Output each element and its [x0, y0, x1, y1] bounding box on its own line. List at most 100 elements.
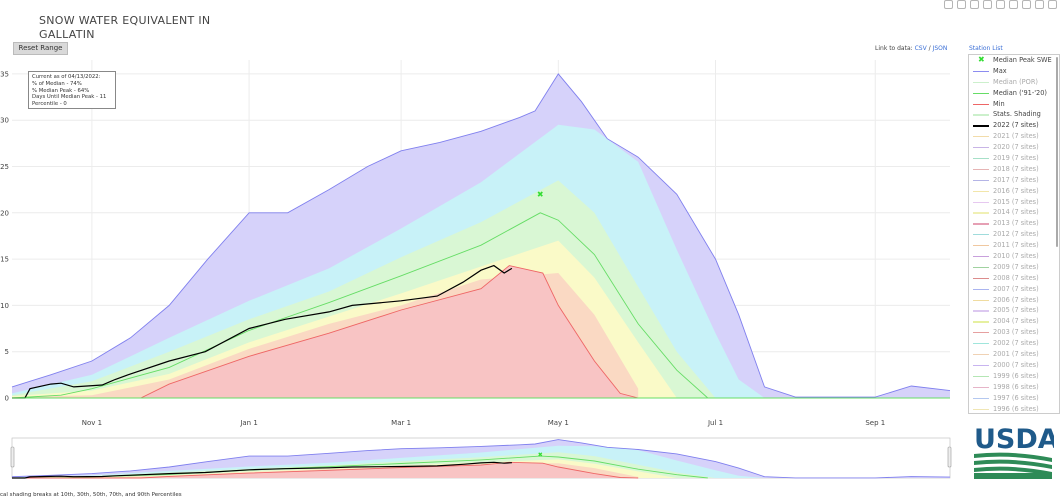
- legend-item[interactable]: 2012 (7 sites): [969, 229, 1059, 240]
- legend-swatch: [973, 277, 989, 279]
- legend-item[interactable]: Max: [969, 66, 1059, 77]
- zoom-in-icon[interactable]: [996, 0, 1005, 9]
- legend-label: 2002 (7 sites): [993, 339, 1039, 348]
- pan-icon[interactable]: [983, 0, 992, 9]
- reset-range-button[interactable]: Reset Range: [13, 42, 68, 55]
- legend-swatch: [973, 81, 989, 83]
- legend-item[interactable]: 2010 (7 sites): [969, 251, 1059, 262]
- legend-item[interactable]: 2014 (7 sites): [969, 207, 1059, 218]
- legend-item[interactable]: 2019 (7 sites): [969, 153, 1059, 164]
- y-tick-label: 0: [5, 395, 9, 403]
- mini-line-max: [11, 439, 951, 479]
- legend-item[interactable]: 1998 (6 sites): [969, 382, 1059, 393]
- info-line-5: Percentile - 0: [32, 101, 67, 108]
- legend-item[interactable]: ✖ Median Peak SWE: [969, 55, 1059, 66]
- zoom-icon[interactable]: [970, 0, 979, 9]
- legend-label: 2018 (7 sites): [993, 164, 1039, 173]
- legend-label: 2009 (7 sites): [993, 262, 1039, 271]
- legend-item[interactable]: Stats. Shading: [969, 109, 1059, 120]
- logo-text: USDA: [974, 424, 1054, 455]
- legend-item[interactable]: 2018 (7 sites): [969, 164, 1059, 175]
- legend-item[interactable]: 2007 (7 sites): [969, 284, 1059, 295]
- legend-label: 2022 (7 sites): [993, 121, 1039, 130]
- legend-item[interactable]: 2015 (7 sites): [969, 197, 1059, 208]
- legend-scrollbar[interactable]: [1056, 57, 1058, 247]
- range-slider-right-handle[interactable]: [947, 446, 952, 468]
- y-axis-ticks: 0 5 10 15 20 25 30 35: [0, 70, 9, 402]
- legend-swatch: [973, 266, 989, 269]
- legend-swatch: [973, 179, 989, 181]
- reset-axes-icon[interactable]: [1035, 0, 1044, 9]
- chart-legend: ✖ Median Peak SWE Max Median (POR) Median ('…: [968, 54, 1060, 414]
- y-tick-label: 15: [0, 256, 9, 264]
- pencil-icon[interactable]: [957, 0, 966, 9]
- legend-swatch: [973, 114, 989, 116]
- legend-item[interactable]: 2009 (7 sites): [969, 262, 1059, 273]
- legend-label: 2010 (7 sites): [993, 252, 1039, 261]
- camera-icon[interactable]: [944, 0, 953, 9]
- legend-label: 1996 (6 sites): [993, 404, 1039, 413]
- legend-item[interactable]: Median (POR): [969, 77, 1059, 88]
- legend-swatch: [973, 234, 989, 236]
- legend-item[interactable]: 1996 (6 sites): [969, 404, 1059, 414]
- station-list-link[interactable]: Station List: [969, 45, 1003, 52]
- swe-chart[interactable]: ✖ 0 5 10 15 20 25 30 35 Nov 1 Jan 1 Mar 1 May 1 Jul…: [0, 0, 960, 500]
- usda-logo: USDA: [974, 424, 1054, 479]
- legend-item[interactable]: 2013 (7 sites): [969, 218, 1059, 229]
- x-tick-label: Jul 1: [707, 419, 723, 427]
- legend-item[interactable]: 2005 (7 sites): [969, 305, 1059, 316]
- legend-swatch: [973, 288, 989, 290]
- legend-item[interactable]: 2022 (7 sites): [969, 120, 1059, 131]
- legend-item[interactable]: 2006 (7 sites): [969, 295, 1059, 306]
- legend-label: 2020 (7 sites): [993, 143, 1039, 152]
- info-line-3: % Median Peak - 64%: [32, 87, 90, 94]
- legend-item[interactable]: Median ('91-'20): [969, 88, 1059, 99]
- legend-swatch: [973, 310, 989, 312]
- y-tick-label: 30: [0, 117, 9, 125]
- legend-item[interactable]: 2002 (7 sites): [969, 338, 1059, 349]
- legend-label: Stats. Shading: [993, 110, 1041, 119]
- legend-swatch: [973, 147, 989, 149]
- legend-item[interactable]: 2021 (7 sites): [969, 131, 1059, 142]
- zoom-out-icon[interactable]: [1009, 0, 1018, 9]
- median-peak-marker-icon: ✖: [978, 55, 985, 64]
- main-line-median-91-20: [11, 212, 709, 399]
- legend-item[interactable]: 2017 (7 sites): [969, 175, 1059, 186]
- main-median-peak-point: ✖: [537, 190, 544, 199]
- legend-item[interactable]: 1999 (6 sites): [969, 371, 1059, 382]
- legend-label: 2004 (7 sites): [993, 317, 1039, 326]
- legend-item[interactable]: Min: [969, 99, 1059, 110]
- legend-item[interactable]: 2004 (7 sites): [969, 316, 1059, 327]
- range-slider[interactable]: ✖: [10, 437, 952, 479]
- json-link[interactable]: JSON: [932, 45, 948, 52]
- autoscale-icon[interactable]: [1022, 0, 1031, 9]
- legend-label: 2007 (7 sites): [993, 284, 1039, 293]
- main-line-min: [12, 265, 639, 399]
- legend-item[interactable]: 2000 (7 sites): [969, 360, 1059, 371]
- mini-band-min: [12, 462, 639, 478]
- data-link-label: Link to data:: [875, 45, 913, 52]
- legend-label: 2013 (7 sites): [993, 219, 1039, 228]
- legend-item[interactable]: 2008 (7 sites): [969, 273, 1059, 284]
- mini-line-min: [12, 461, 639, 479]
- legend-item[interactable]: 2016 (7 sites): [969, 186, 1059, 197]
- range-slider-left-handle[interactable]: [10, 446, 15, 468]
- y-tick-label: 35: [0, 70, 9, 78]
- legend-swatch: [973, 168, 989, 171]
- legend-swatch: [973, 375, 989, 378]
- csv-link[interactable]: CSV: [914, 45, 927, 52]
- legend-item[interactable]: 1997 (6 sites): [969, 393, 1059, 404]
- legend-label: 2019 (7 sites): [993, 154, 1039, 163]
- legend-swatch: [973, 92, 989, 94]
- legend-item[interactable]: 2003 (7 sites): [969, 327, 1059, 338]
- legend-item[interactable]: 2011 (7 sites): [969, 240, 1059, 251]
- legend-swatch: [973, 190, 989, 192]
- main-plot-area: ✖: [11, 73, 951, 399]
- legend-swatch: [973, 125, 989, 127]
- main-band-min: [12, 265, 639, 398]
- spike-lines-icon[interactable]: [1048, 0, 1057, 9]
- legend-item[interactable]: 2001 (7 sites): [969, 349, 1059, 360]
- legend-item[interactable]: 2020 (7 sites): [969, 142, 1059, 153]
- title-line-2: GALLATIN: [39, 28, 95, 41]
- legend-label: 1999 (6 sites): [993, 371, 1039, 380]
